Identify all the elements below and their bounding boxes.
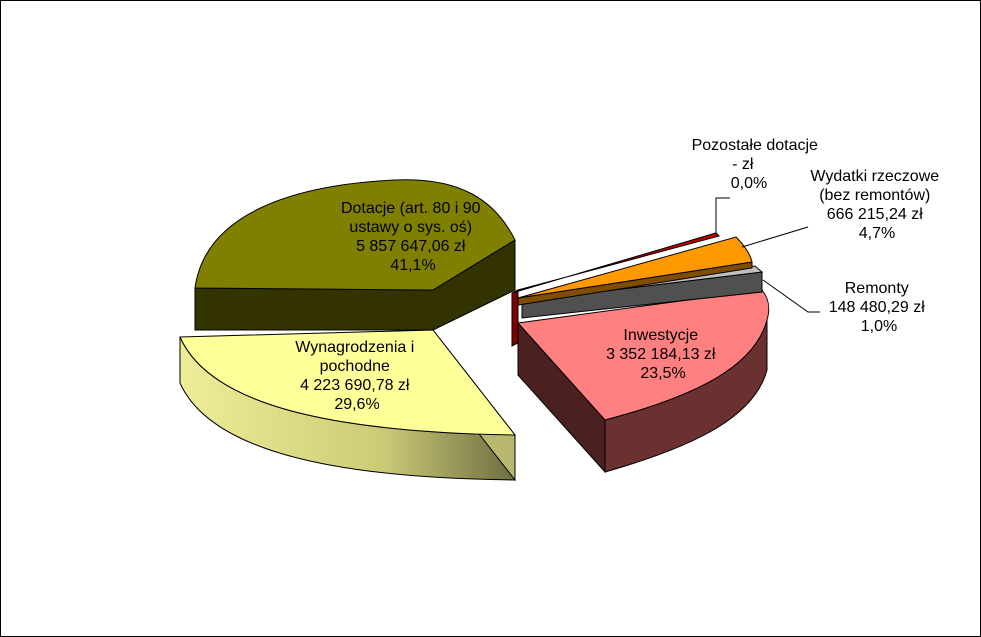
label-line: Remonty (845, 280, 909, 297)
slice-top (516, 289, 770, 421)
data-label-wynagrodzenia: Wynagrodzenia i pochodne 4 223 690,78 zł… (295, 339, 418, 413)
pie-slice-wynagrodzenia (179, 328, 517, 482)
data-label-pozostale: Pozostałe dotacje - zł 0,0% (692, 137, 823, 192)
slice-top (194, 179, 516, 291)
label-line: Wynagrodzenia i (295, 339, 414, 356)
data-label-remonty: Remonty 148 480,29 zł 1,0% (829, 280, 930, 335)
leader-line-remonty (762, 279, 820, 313)
label-line: 4,7% (859, 225, 895, 242)
label-line: 3 352 184,13 zł (606, 346, 716, 363)
label-line: Pozostałe dotacje (692, 137, 818, 154)
label-line: 0,0% (731, 175, 767, 192)
label-line: 148 480,29 zł (829, 299, 926, 316)
data-label-dotacje: Dotacje (art. 80 i 90 ustawy o sys. oś) … (341, 200, 485, 274)
pie-slice-pozostale (511, 232, 720, 347)
slice-side (511, 289, 519, 347)
label-line: 1,0% (861, 318, 897, 335)
label-line: Wydatki rzeczowe (810, 168, 939, 185)
label-line: 5 857 647,06 zł (356, 238, 466, 255)
slice-top (511, 232, 720, 294)
label-line: (bez remontów) (819, 187, 930, 204)
label-line: - zł (732, 156, 754, 173)
pie-slice-dotacje (194, 179, 516, 331)
leader-line-pozostale (715, 197, 730, 233)
slice-top (179, 329, 517, 436)
slice-top (517, 236, 753, 299)
leader-line-wydatki (741, 226, 809, 248)
label-line: 41,1% (390, 257, 435, 274)
label-line: Dotacje (art. 80 i 90 (341, 200, 481, 217)
label-line: 23,5% (640, 365, 685, 382)
label-line: 29,6% (334, 396, 379, 413)
label-line: Inwestycje (623, 327, 698, 344)
label-line: 666 215,24 zł (827, 206, 924, 223)
label-line: ustawy o sys. oś) (349, 219, 472, 236)
pie-slice-inwestycje (516, 289, 770, 474)
label-line: pochodne (320, 358, 390, 375)
pie-slice-wydatki (517, 236, 753, 306)
data-label-wydatki: Wydatki rzeczowe (bez remontów) 666 215,… (810, 168, 943, 242)
label-line: 4 223 690,78 zł (300, 377, 410, 394)
data-label-inwestycje: Inwestycje 3 352 184,13 zł 23,5% (606, 327, 720, 382)
